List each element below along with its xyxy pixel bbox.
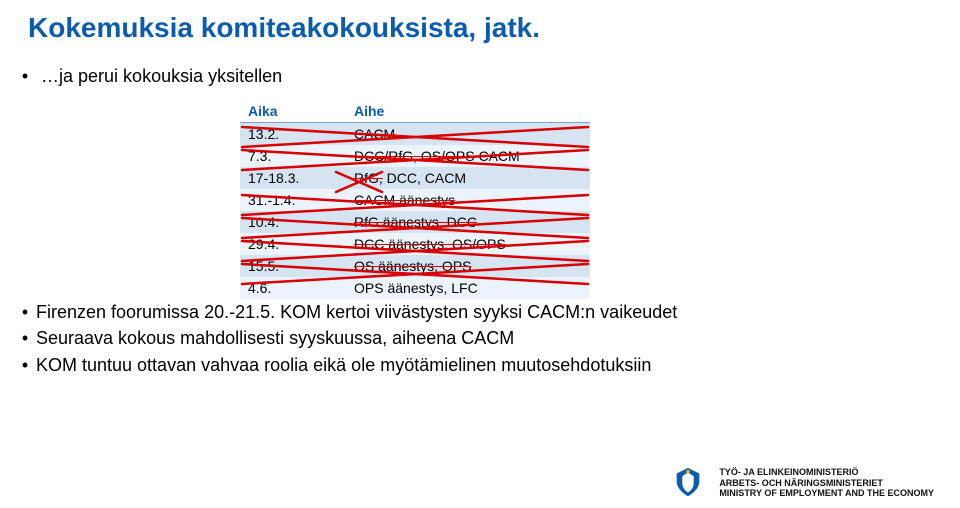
cell-aika: 31.-1.4. xyxy=(240,189,346,211)
bullet-row: • Firenzen foorumissa 20.-21.5. KOM kert… xyxy=(14,300,677,324)
footer-line3: MINISTRY OF EMPLOYMENT AND THE ECONOMY xyxy=(719,488,934,498)
bullet-dot: • xyxy=(14,353,36,377)
cell-aihe: RfG äänestys, DCC xyxy=(346,211,590,233)
bullet-text: KOM tuntuu ottavan vahvaa roolia eikä ol… xyxy=(36,353,651,377)
bullet-dot: • xyxy=(14,326,36,350)
footer-line2: ARBETS- OCH NÄRINGSMINISTERIET xyxy=(719,478,934,488)
schedule-table-wrap: Aika Aihe 13.2.CACM7.3.DCC/RfG, OS/OPS C… xyxy=(240,100,590,299)
bullet-dot: • xyxy=(14,300,36,324)
subtitle-line: • …ja perui kokouksia yksitellen xyxy=(14,66,282,87)
table-row: 13.2.CACM xyxy=(240,123,590,146)
cell-aihe: DCC äänestys, OS/OPS xyxy=(346,233,590,255)
ministry-logo-icon xyxy=(669,466,707,500)
schedule-table: Aika Aihe 13.2.CACM7.3.DCC/RfG, OS/OPS C… xyxy=(240,100,590,299)
cell-aihe: RfG, DCC, CACM xyxy=(346,167,590,189)
table-row: 4.6.OPS äänestys, LFC xyxy=(240,277,590,299)
table-row: 31.-1.4.CACM äänestys xyxy=(240,189,590,211)
cell-aika: 10.4. xyxy=(240,211,346,233)
bullet-row: • Seuraava kokous mahdollisesti syyskuus… xyxy=(14,326,677,350)
cell-aika: 17-18.3. xyxy=(240,167,346,189)
bottom-bullets: • Firenzen foorumissa 20.-21.5. KOM kert… xyxy=(14,300,677,379)
cell-aika: 13.2. xyxy=(240,123,346,146)
cell-aihe: CACM äänestys xyxy=(346,189,590,211)
footer-line1: TYÖ- JA ELINKEINOMINISTERIÖ xyxy=(719,467,934,477)
table-row: 15.5.OS äänestys, OPS xyxy=(240,255,590,277)
table-header-aihe: Aihe xyxy=(346,100,590,123)
table-row: 17-18.3.RfG, DCC, CACM xyxy=(240,167,590,189)
footer: TYÖ- JA ELINKEINOMINISTERIÖ ARBETS- OCH … xyxy=(669,466,934,500)
table-row: 29.4.DCC äänestys, OS/OPS xyxy=(240,233,590,255)
cell-aihe: DCC/RfG, OS/OPS CACM xyxy=(346,145,590,167)
bullet-row: • KOM tuntuu ottavan vahvaa roolia eikä … xyxy=(14,353,677,377)
bullet-dot: • xyxy=(14,66,36,87)
cell-aika: 4.6. xyxy=(240,277,346,299)
ministry-label: TYÖ- JA ELINKEINOMINISTERIÖ ARBETS- OCH … xyxy=(719,467,934,498)
cell-aihe: OPS äänestys, LFC xyxy=(346,277,590,299)
cell-aika: 15.5. xyxy=(240,255,346,277)
table-header-aika: Aika xyxy=(240,100,346,123)
table-row: 10.4.RfG äänestys, DCC xyxy=(240,211,590,233)
cell-aika: 29.4. xyxy=(240,233,346,255)
slide-title: Kokemuksia komiteakokouksista, jatk. xyxy=(28,12,540,44)
bullet-text: Firenzen foorumissa 20.-21.5. KOM kertoi… xyxy=(36,300,677,324)
cell-aihe: CACM xyxy=(346,123,590,146)
bullet-text: Seuraava kokous mahdollisesti syyskuussa… xyxy=(36,326,514,350)
table-row: 7.3.DCC/RfG, OS/OPS CACM xyxy=(240,145,590,167)
cell-aihe: OS äänestys, OPS xyxy=(346,255,590,277)
subtitle-text: …ja perui kokouksia yksitellen xyxy=(41,66,282,86)
cell-aika: 7.3. xyxy=(240,145,346,167)
